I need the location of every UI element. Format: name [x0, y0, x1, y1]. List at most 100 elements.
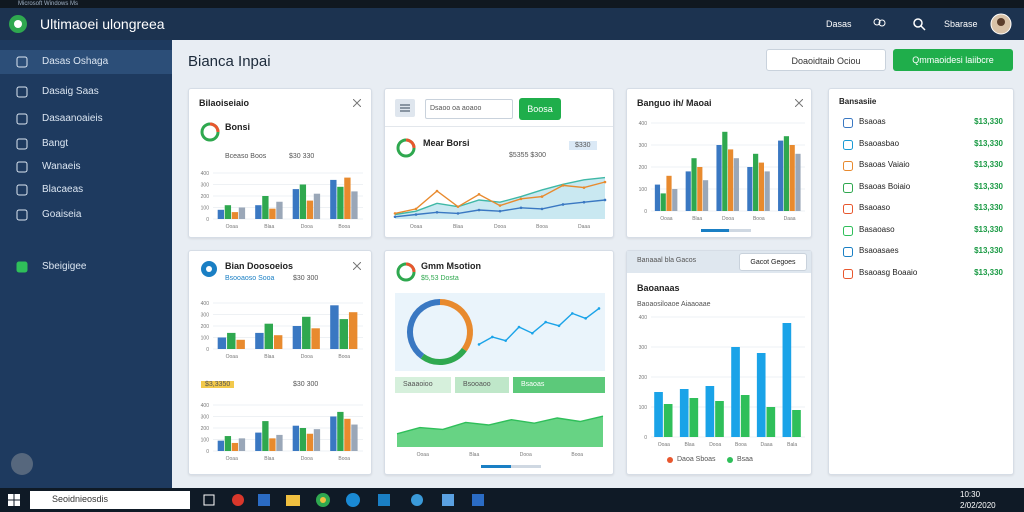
chart: 0 100 200 300 400 Ooaa Blaa Dooa Booa [201, 171, 363, 230]
point [519, 206, 523, 210]
secondary-button[interactable]: Doaoidtaib Ociou [766, 49, 886, 71]
nav-item[interactable]: Bangt [0, 132, 172, 156]
x-tick-label: Blaa [264, 224, 274, 230]
row-icon [843, 161, 853, 171]
bar [716, 145, 722, 211]
list-title: Bansasiie [839, 97, 877, 106]
card-amount: $30 330 [289, 153, 315, 160]
avatar[interactable] [990, 13, 1012, 35]
row-icon-shape [843, 139, 853, 150]
row-icon-shape [843, 268, 853, 279]
sidebar: Dasas Oshaga Dasaig Saas Dasaanoaieis Bangt… [0, 40, 172, 488]
y-tick-label: 400 [201, 403, 210, 409]
row-icon [843, 247, 853, 257]
y-tick-label: 300 [201, 313, 210, 319]
bar [306, 200, 314, 219]
search-button[interactable]: Boosa [519, 98, 561, 120]
nav-label: Sbeigigee [42, 261, 87, 272]
bar [231, 442, 239, 451]
bar [302, 316, 311, 349]
chart [477, 307, 601, 346]
row-name: Bsaoaso [859, 203, 891, 212]
strip-button[interactable]: Gacot Gegoes [739, 253, 807, 271]
bar [344, 177, 351, 219]
card-subtitle: Bsooaoso Sooa [225, 275, 275, 282]
card: Banguo ih/ Maoai 0 100 200 300 400 Ooaa Blaa Do… [626, 88, 812, 238]
bar [330, 416, 337, 451]
point [498, 204, 502, 207]
x-tick-label: Booa [338, 224, 350, 230]
chart: 0 100 200 300 400 Ooaa Blaa Dooa Booa [201, 301, 363, 360]
bar [313, 429, 321, 451]
row-value: $13,330 [974, 117, 1003, 126]
window-caption: Microsoft Windows Ms [0, 0, 1024, 8]
taskbar-search[interactable]: Seoidnieosdis [30, 491, 190, 509]
bar [666, 175, 672, 211]
row-icon-shape [843, 204, 853, 214]
row-icon-shape [843, 118, 853, 128]
nav-item[interactable]: Dasaanoaieis [0, 107, 172, 131]
nav-item[interactable]: Wanaeis [0, 155, 172, 179]
nav-icon-shape [16, 261, 28, 273]
nav-item[interactable]: Dasaig Saas [0, 80, 172, 104]
point [477, 208, 481, 212]
strip-text: Banaaal bla Gacos [637, 257, 697, 264]
start-button[interactable] [8, 494, 20, 506]
user-name[interactable]: Sbarase [944, 19, 978, 29]
nav-item[interactable]: Dasas Oshaga [0, 50, 172, 74]
progress [481, 465, 541, 468]
y-tick-label: 400 [201, 171, 210, 177]
close-icon[interactable] [353, 99, 361, 107]
bar [227, 332, 236, 349]
pill: Bsaoas [513, 377, 605, 393]
x-tick-label: Ooaa [226, 224, 238, 230]
card-subtitle: Baoaosiloaoe Aiaaoaae [637, 301, 711, 308]
header-link[interactable]: Dasas [826, 19, 852, 29]
point [456, 212, 460, 215]
bar [299, 184, 307, 219]
nav-icon [16, 261, 28, 273]
row-icon [843, 139, 853, 150]
search-icon[interactable] [912, 17, 926, 31]
y-tick-label: 300 [639, 143, 648, 149]
chart: Ooaa Blaa Dooa Booa [396, 415, 604, 458]
bar [782, 323, 792, 437]
card-subtitle: Bonsi [225, 122, 251, 132]
y-tick-label: 200 [639, 375, 648, 381]
users-icon[interactable] [872, 17, 886, 31]
point [540, 207, 544, 211]
point [571, 312, 574, 315]
bar [691, 158, 697, 211]
row-name: Bsaoas Vaiaio [859, 160, 910, 169]
search-input[interactable]: Dsaoo oa aoaoo [425, 99, 513, 119]
area [397, 416, 603, 447]
nav-icon-shape [16, 113, 28, 125]
bar [783, 136, 790, 211]
nav-label: Dasaig Saas [42, 86, 99, 97]
bar [311, 328, 320, 349]
x-tick-label: Booa [338, 456, 350, 462]
bar [238, 207, 246, 219]
card-title: Banguo ih/ Maoai [637, 98, 712, 108]
card-note: Bceaso Boos [225, 153, 267, 160]
nav-item[interactable]: Goaiseia [0, 203, 172, 227]
x-tick-label: Blaa [264, 354, 274, 360]
bar [269, 208, 276, 219]
x-tick-label: Daaa [761, 442, 773, 448]
close-icon[interactable] [795, 99, 803, 107]
nav-item[interactable]: Sbeigigee [0, 255, 172, 279]
card-subtitle: Mear Borsi [423, 138, 470, 148]
ring-icon [396, 138, 416, 158]
progress [701, 229, 751, 232]
ring-icon [396, 262, 416, 282]
nav-icon-shape [16, 209, 28, 221]
primary-button[interactable]: Qmmaoidesi laiibcre [893, 49, 1013, 71]
nav-item[interactable]: Blacaeas [0, 178, 172, 202]
header: Ultimaoei ulongreea Dasas Sbarase [0, 8, 1024, 40]
bar [292, 189, 300, 219]
close-icon[interactable] [353, 262, 361, 270]
x-tick-label: Dooa [494, 224, 506, 230]
menu-icon[interactable] [395, 99, 415, 117]
x-tick-label: Ooaa [226, 456, 238, 462]
y-tick-label: 100 [201, 336, 210, 342]
